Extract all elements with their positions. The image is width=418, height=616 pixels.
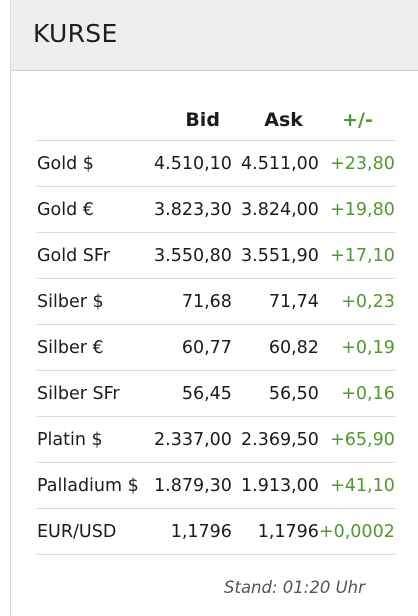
row-ask: 1,1796 <box>231 508 319 555</box>
column-header-name <box>37 100 154 141</box>
row-change: +0,0002 <box>318 508 395 555</box>
row-ask: 3.824,00 <box>231 186 319 233</box>
column-header-change: +/- <box>342 109 373 131</box>
row-bid: 1.879,30 <box>154 462 232 509</box>
row-bid: 71,68 <box>154 278 232 325</box>
row-ask: 4.511,00 <box>231 140 319 187</box>
row-change: +65,90 <box>318 416 395 463</box>
row-bid: 3.823,30 <box>154 186 232 233</box>
rates-table: Bid Ask +/- Gold $ 4.510,10 4.511,00 +23… <box>37 100 395 555</box>
row-bid: 60,77 <box>154 324 232 371</box>
row-change: +17,10 <box>318 232 395 279</box>
table-row: Palladium $ 1.879,30 1.913,00 +41,10 <box>37 462 395 509</box>
row-name: Gold SFr <box>37 232 154 279</box>
table-header-row: Bid Ask +/- <box>37 100 395 141</box>
row-ask: 1.913,00 <box>231 462 319 509</box>
table-row: Silber € 60,77 60,82 +0,19 <box>37 324 395 371</box>
widget-header: KURSE <box>11 0 418 71</box>
table-row: Gold $ 4.510,10 4.511,00 +23,80 <box>37 140 395 187</box>
row-ask: 2.369,50 <box>231 416 319 463</box>
row-name: Silber € <box>37 324 154 371</box>
column-header-bid: Bid <box>185 109 220 131</box>
table-row: Silber SFr 56,45 56,50 +0,16 <box>37 370 395 417</box>
row-name: Silber $ <box>37 278 154 325</box>
row-change: +41,10 <box>318 462 395 509</box>
row-bid: 56,45 <box>154 370 232 417</box>
widget-title: KURSE <box>33 19 118 48</box>
row-name: Palladium $ <box>37 462 154 509</box>
row-change: +0,23 <box>318 278 395 325</box>
row-change: +19,80 <box>318 186 395 233</box>
timestamp-label: Stand: 01:20 Uhr <box>224 578 365 597</box>
row-name: Gold $ <box>37 140 154 187</box>
row-bid: 3.550,80 <box>154 232 232 279</box>
kurse-widget: KURSE Bid Ask +/- Gold $ 4.510,10 4.511,… <box>10 0 418 616</box>
table-row: Silber $ 71,68 71,74 +0,23 <box>37 278 395 325</box>
row-name: Gold € <box>37 186 154 233</box>
row-ask: 71,74 <box>231 278 319 325</box>
row-ask: 60,82 <box>231 324 319 371</box>
column-header-ask: Ask <box>264 109 303 131</box>
row-change: +23,80 <box>318 140 395 187</box>
row-bid: 1,1796 <box>154 508 232 555</box>
row-ask: 3.551,90 <box>231 232 319 279</box>
row-name: Platin $ <box>37 416 154 463</box>
row-change: +0,16 <box>318 370 395 417</box>
table-row: Platin $ 2.337,00 2.369,50 +65,90 <box>37 416 395 463</box>
row-name: Silber SFr <box>37 370 154 417</box>
row-bid: 2.337,00 <box>154 416 232 463</box>
row-bid: 4.510,10 <box>154 140 232 187</box>
row-ask: 56,50 <box>231 370 319 417</box>
table-row: Gold € 3.823,30 3.824,00 +19,80 <box>37 186 395 233</box>
table-row: EUR/USD 1,1796 1,1796 +0,0002 <box>37 508 395 555</box>
row-name: EUR/USD <box>37 508 154 555</box>
table-row: Gold SFr 3.550,80 3.551,90 +17,10 <box>37 232 395 279</box>
row-change: +0,19 <box>318 324 395 371</box>
